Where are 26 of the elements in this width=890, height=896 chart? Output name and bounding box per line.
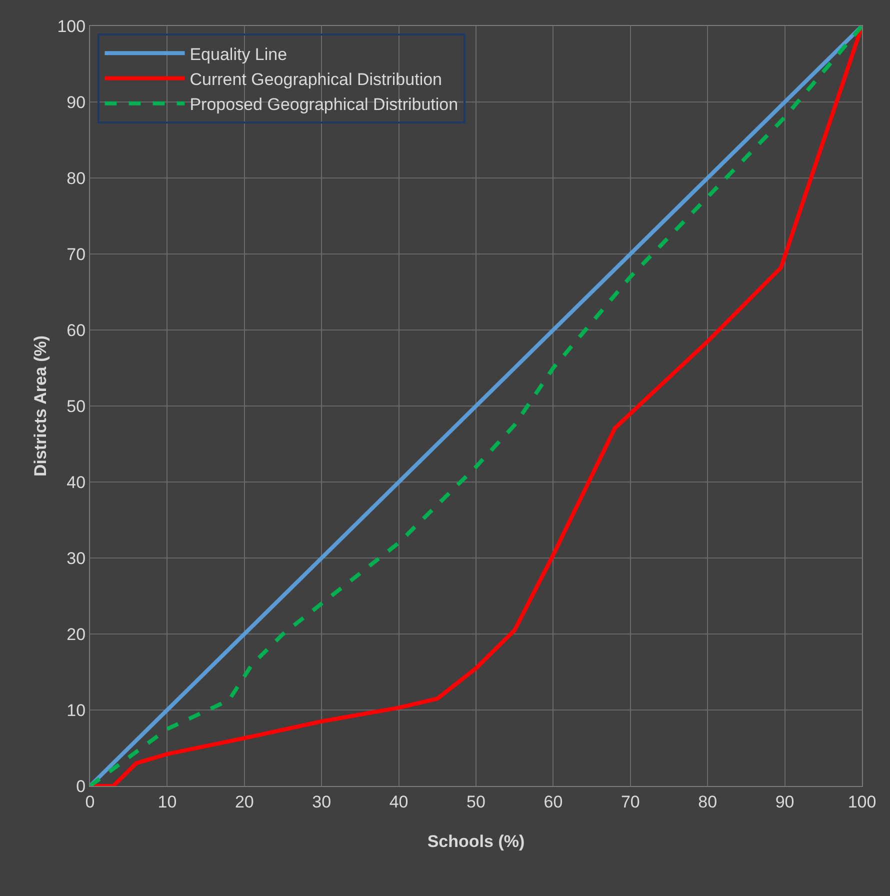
x-tick-label: 70 [620, 792, 640, 812]
x-tick-label: 80 [698, 792, 718, 812]
y-tick-label: 50 [66, 396, 86, 416]
x-tick-label: 50 [466, 792, 486, 812]
y-tick-label: 100 [57, 16, 86, 36]
x-tick-label: 90 [775, 792, 794, 812]
x-tick-label: 10 [158, 792, 177, 812]
legend-label: Current Geographical Distribution [190, 70, 442, 89]
y-tick-label: 80 [66, 168, 86, 188]
y-axis-title: Districts Area (%) [31, 335, 50, 477]
x-tick-label: 40 [389, 792, 408, 812]
y-tick-label: 40 [66, 472, 86, 492]
y-tick-label: 70 [66, 244, 86, 264]
y-tick-label: 0 [76, 776, 86, 796]
x-tick-label: 30 [312, 792, 332, 812]
y-tick-label: 20 [66, 624, 86, 644]
legend-label: Equality Line [190, 44, 288, 64]
y-tick-label: 30 [66, 548, 86, 568]
y-tick-label: 10 [66, 700, 86, 720]
x-tick-label: 100 [848, 792, 876, 812]
legend-label: Proposed Geographical Distribution [190, 94, 458, 114]
y-tick-label: 90 [66, 92, 86, 112]
x-tick-label: 20 [234, 792, 254, 812]
y-tick-label: 60 [66, 320, 86, 340]
x-axis-title: Schools (%) [427, 832, 525, 851]
x-tick-label: 60 [544, 792, 563, 812]
